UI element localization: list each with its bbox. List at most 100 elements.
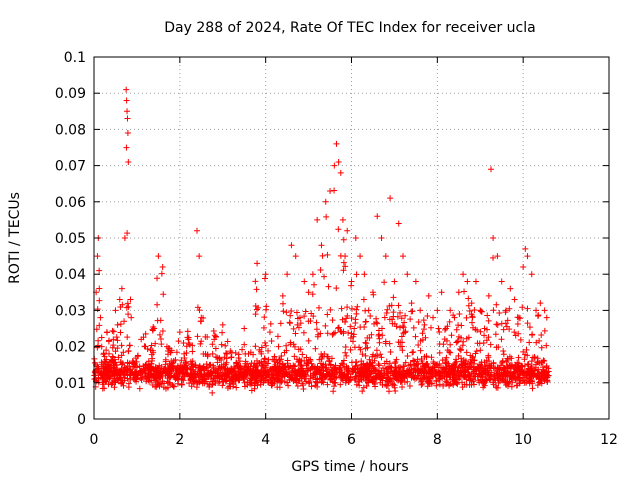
data-point (181, 350, 188, 357)
data-point (494, 370, 501, 377)
data-point (120, 367, 127, 374)
data-point (309, 291, 316, 298)
data-point (240, 370, 247, 377)
data-point (196, 307, 203, 314)
data-point (523, 346, 530, 353)
data-point (398, 315, 405, 322)
data-point (305, 378, 312, 385)
data-point (356, 344, 363, 351)
data-point (129, 358, 136, 365)
data-point (381, 314, 388, 321)
data-point (331, 162, 338, 169)
x-tick-label: 10 (514, 432, 532, 448)
x-axis-label: GPS time / hours (291, 459, 408, 475)
data-point (110, 328, 117, 335)
data-point (391, 360, 398, 367)
data-point (101, 358, 108, 365)
data-point (100, 363, 107, 370)
data-point (369, 353, 376, 360)
data-point (526, 375, 533, 382)
data-point (390, 381, 397, 388)
data-point (183, 343, 190, 350)
data-point (528, 363, 535, 370)
data-point (372, 353, 379, 360)
data-point (114, 337, 121, 344)
data-point (511, 296, 518, 303)
data-point (362, 352, 369, 359)
y-tick-label: 0.09 (55, 86, 86, 102)
data-point (248, 360, 255, 367)
data-point (214, 359, 221, 366)
data-point (525, 360, 532, 367)
data-point (223, 371, 230, 378)
data-point (390, 294, 397, 301)
data-point (218, 364, 225, 371)
data-point (94, 306, 101, 313)
data-point (220, 361, 227, 368)
data-point (304, 359, 311, 366)
data-point (486, 367, 493, 374)
data-point (344, 370, 351, 377)
data-point (222, 350, 229, 357)
data-point (460, 338, 467, 345)
data-point (301, 278, 308, 285)
data-point (356, 382, 363, 389)
data-point (447, 307, 454, 314)
data-point (159, 263, 166, 270)
data-point (362, 345, 369, 352)
data-point (459, 384, 466, 391)
data-point (121, 368, 128, 375)
data-point (538, 332, 545, 339)
data-point (412, 333, 419, 340)
data-point (326, 357, 333, 364)
data-point (120, 349, 127, 356)
data-point (421, 372, 428, 379)
data-point (480, 384, 487, 391)
data-point (189, 358, 196, 365)
data-point (212, 345, 219, 352)
data-point (463, 314, 470, 321)
data-point (124, 115, 131, 122)
data-point (110, 342, 117, 349)
data-point (381, 279, 388, 286)
data-point (417, 338, 424, 345)
data-point (287, 312, 294, 319)
data-point (440, 382, 447, 389)
data-point (326, 358, 333, 365)
data-point (466, 371, 473, 378)
data-point (277, 320, 284, 327)
data-point (410, 348, 417, 355)
data-point (493, 321, 500, 328)
data-point (535, 379, 542, 386)
data-point (249, 372, 256, 379)
data-point (392, 387, 399, 394)
data-point (323, 213, 330, 220)
data-point (339, 216, 346, 223)
data-point (396, 371, 403, 378)
data-point (420, 326, 427, 333)
data-point (125, 384, 132, 391)
data-point (504, 355, 511, 362)
data-point (312, 378, 319, 385)
data-point (200, 367, 207, 374)
data-point (101, 364, 108, 371)
data-point (334, 325, 341, 332)
data-point (420, 317, 427, 324)
data-point (96, 297, 103, 304)
data-point (524, 320, 531, 327)
data-point (149, 347, 156, 354)
data-point (377, 351, 384, 358)
data-point (342, 344, 349, 351)
data-point (296, 373, 303, 380)
data-point (259, 363, 266, 370)
data-point (375, 332, 382, 339)
data-point (425, 292, 432, 299)
data-point (267, 377, 274, 384)
data-point (100, 375, 107, 382)
data-point (329, 317, 336, 324)
data-point (252, 366, 259, 373)
data-point (254, 260, 261, 267)
data-point (543, 342, 550, 349)
data-point (318, 351, 325, 358)
data-point (313, 369, 320, 376)
